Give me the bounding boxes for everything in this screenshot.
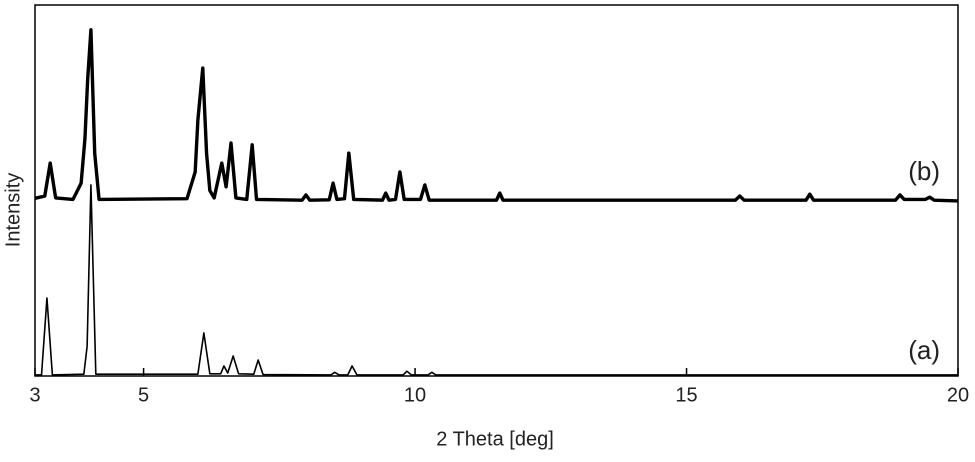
x-tick-label: 5 (138, 384, 149, 406)
series-line (35, 184, 958, 376)
series-label: (b) (908, 156, 940, 186)
x-tick-label: 15 (675, 384, 697, 406)
plot-frame (34, 4, 959, 377)
y-axis-label: Intensity (2, 173, 24, 247)
x-tick-label: 20 (947, 384, 969, 406)
x-tick-label: 3 (29, 384, 40, 406)
series-label: (a) (908, 335, 940, 365)
series-line (34, 28, 959, 203)
x-tick-label: 10 (404, 384, 426, 406)
x-axis-label: 2 Theta [deg] (436, 428, 554, 450)
